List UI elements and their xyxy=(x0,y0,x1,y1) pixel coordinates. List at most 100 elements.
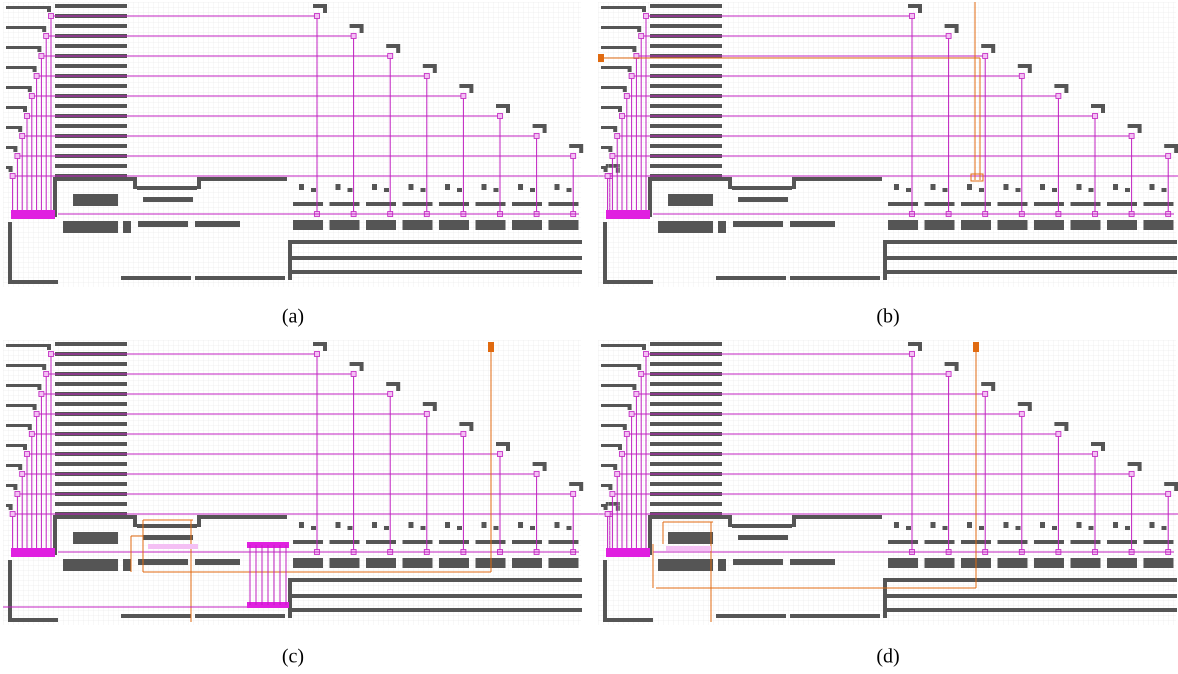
block xyxy=(887,594,1177,598)
block xyxy=(579,148,583,153)
bus-terminal xyxy=(11,210,55,219)
block xyxy=(518,522,523,528)
pin xyxy=(983,392,988,397)
block xyxy=(403,202,433,206)
block xyxy=(396,386,400,391)
block xyxy=(790,221,835,227)
block xyxy=(601,66,629,69)
block xyxy=(650,44,722,48)
pin xyxy=(10,174,15,179)
block xyxy=(908,342,922,346)
block xyxy=(601,26,638,29)
block xyxy=(1071,202,1101,206)
block xyxy=(55,64,127,68)
pin xyxy=(1093,114,1098,119)
block xyxy=(1125,526,1130,530)
pin xyxy=(1129,472,1134,477)
block xyxy=(457,526,462,530)
block xyxy=(1174,148,1178,153)
block xyxy=(409,522,414,528)
block xyxy=(1064,88,1068,93)
bus-terminal xyxy=(11,548,55,557)
pin xyxy=(44,34,49,39)
block xyxy=(439,220,469,230)
block xyxy=(943,526,948,530)
block xyxy=(433,406,437,411)
block xyxy=(143,535,193,540)
block xyxy=(1004,184,1009,190)
block xyxy=(384,188,389,192)
block xyxy=(55,382,127,386)
block xyxy=(9,166,13,172)
block xyxy=(360,366,364,371)
block xyxy=(13,146,17,152)
pin xyxy=(1019,74,1024,79)
block xyxy=(37,384,41,390)
block xyxy=(445,522,450,528)
block xyxy=(439,540,469,544)
block xyxy=(55,144,127,148)
block xyxy=(439,558,469,568)
block xyxy=(658,559,713,571)
pin xyxy=(946,372,951,377)
block xyxy=(1144,202,1174,206)
pin xyxy=(946,34,951,39)
block xyxy=(601,424,624,427)
block xyxy=(292,578,582,582)
block xyxy=(421,188,426,192)
block xyxy=(1018,402,1032,406)
block xyxy=(792,177,882,181)
block xyxy=(299,522,304,528)
block xyxy=(567,188,572,192)
block xyxy=(888,220,918,230)
block xyxy=(195,221,240,227)
block xyxy=(991,386,995,391)
block xyxy=(931,522,936,528)
pin xyxy=(571,154,576,159)
pin xyxy=(49,352,54,357)
block xyxy=(476,220,506,230)
block xyxy=(1089,526,1094,530)
block xyxy=(716,614,786,618)
block xyxy=(33,404,37,410)
block xyxy=(55,462,127,466)
block xyxy=(9,504,13,510)
block xyxy=(55,24,127,28)
block xyxy=(459,422,473,426)
block xyxy=(47,6,51,12)
block xyxy=(476,202,506,206)
block xyxy=(55,442,127,446)
block xyxy=(790,559,835,565)
pin xyxy=(534,134,539,139)
pin xyxy=(615,134,620,139)
block xyxy=(1101,108,1105,113)
block xyxy=(293,540,323,544)
block xyxy=(482,184,487,190)
block xyxy=(887,256,1177,260)
pin xyxy=(10,512,15,517)
block xyxy=(323,346,327,351)
block xyxy=(330,202,360,206)
block xyxy=(658,221,713,233)
block xyxy=(668,194,713,206)
block xyxy=(738,197,788,202)
block xyxy=(469,88,473,93)
block xyxy=(137,186,197,190)
pin xyxy=(1166,154,1171,159)
block xyxy=(445,184,450,190)
block xyxy=(1028,68,1032,73)
block xyxy=(792,515,882,519)
block xyxy=(366,540,396,544)
pin xyxy=(571,492,576,497)
buffer xyxy=(666,546,711,551)
pin xyxy=(49,14,54,19)
block xyxy=(945,362,959,366)
pin xyxy=(620,114,625,119)
block xyxy=(121,614,191,618)
block xyxy=(623,424,627,430)
block xyxy=(1091,104,1105,108)
block xyxy=(8,560,12,620)
block xyxy=(732,524,792,528)
block xyxy=(1128,462,1142,466)
block xyxy=(608,484,612,490)
